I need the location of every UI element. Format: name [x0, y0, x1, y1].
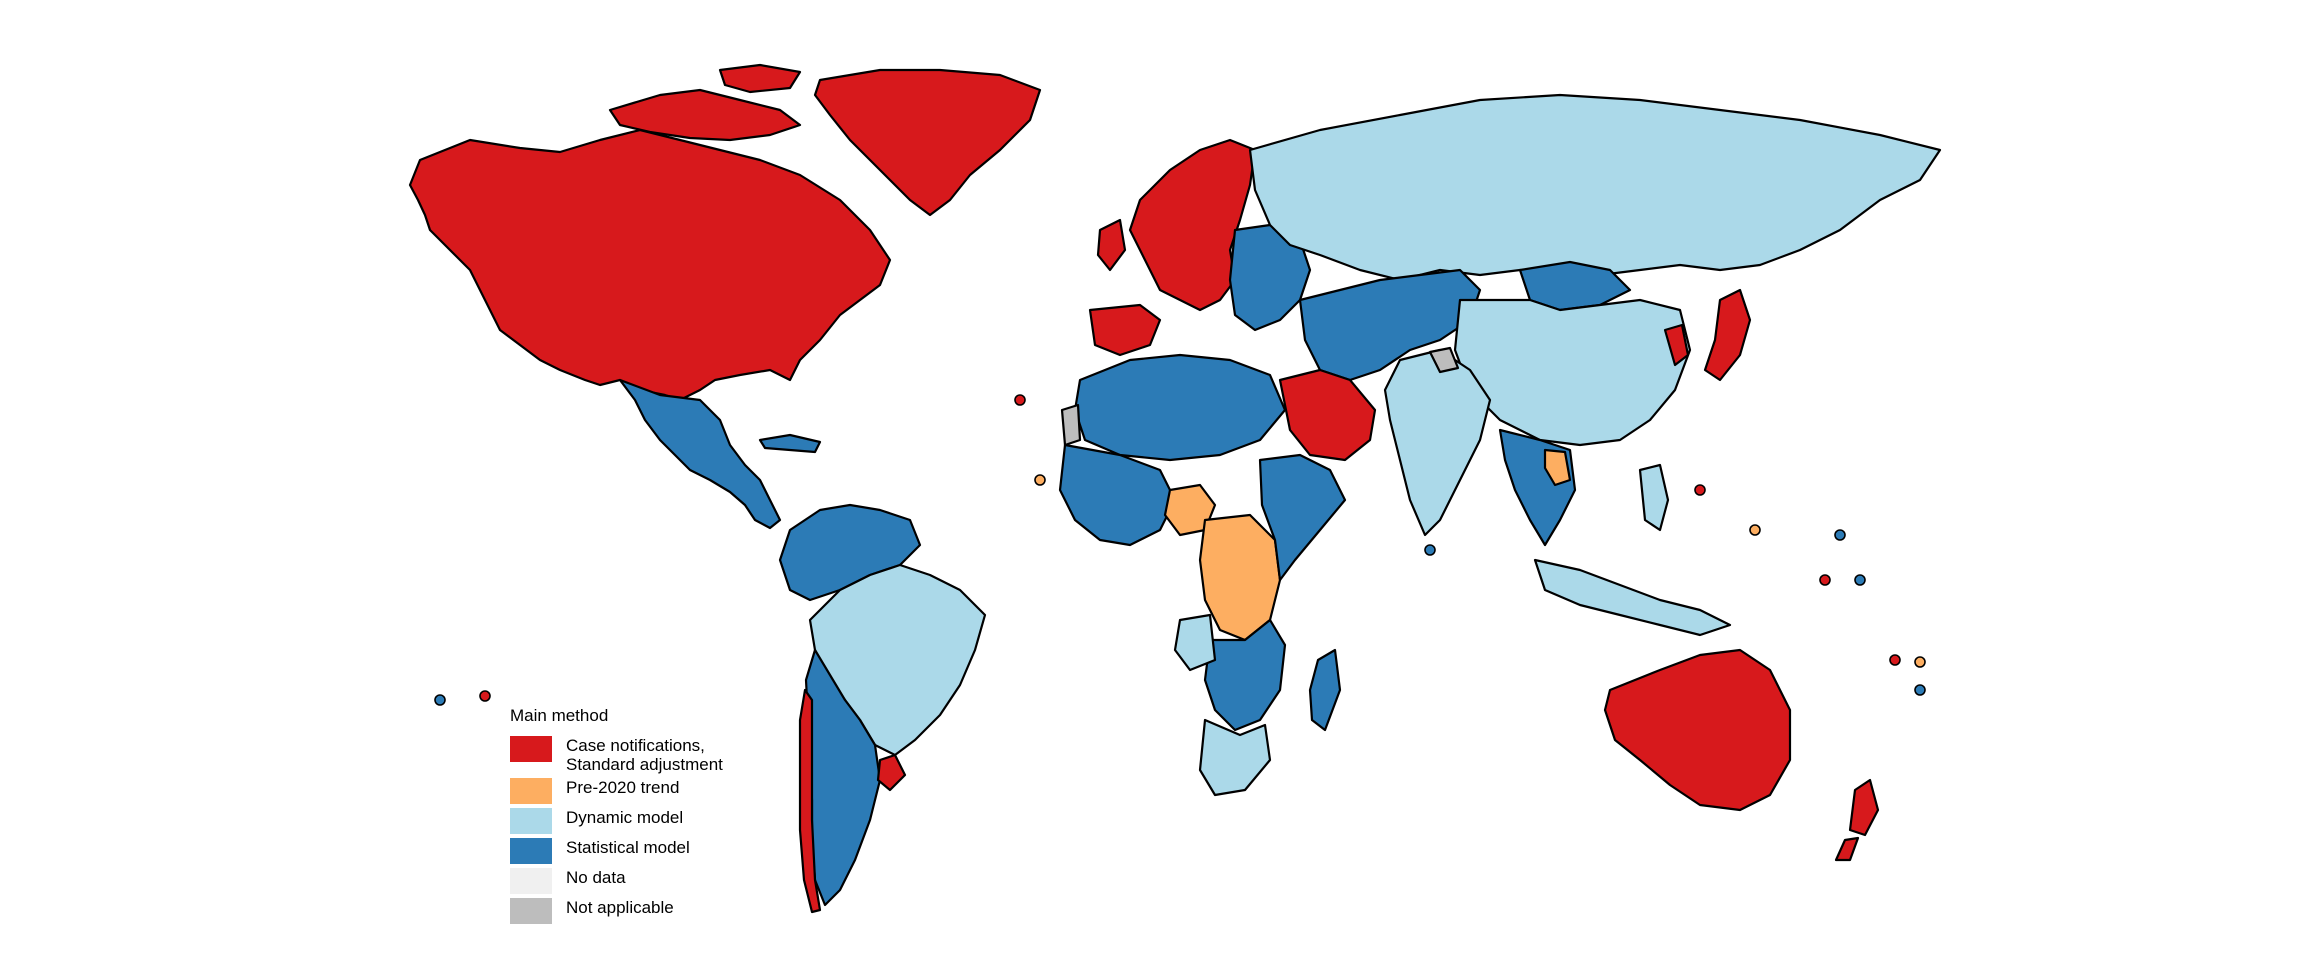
legend-item-na: Not applicable: [510, 898, 723, 924]
region-arctic-islands-2: [718, 63, 802, 94]
legend-label-line: Standard adjustment: [566, 755, 723, 774]
legend-item-nodata: No data: [510, 868, 723, 894]
legend-item-statistical: Statistical model: [510, 838, 723, 864]
legend-swatch: [510, 838, 552, 864]
region-arabian-peninsula: [1278, 368, 1377, 462]
legend-label-line: Pre-2020 trend: [566, 778, 680, 797]
region-philippines: [1638, 463, 1670, 532]
island-marker: [1424, 544, 1436, 556]
region-china: [1453, 298, 1692, 447]
region-western-sahara: [1060, 403, 1082, 447]
region-uruguay: [876, 753, 907, 792]
island-marker: [1889, 654, 1901, 666]
island-marker: [1694, 484, 1706, 496]
legend-swatch: [510, 808, 552, 834]
island-marker: [1014, 394, 1026, 406]
legend-item-dynamic: Dynamic model: [510, 808, 723, 834]
region-madagascar: [1308, 648, 1342, 732]
region-new-zealand: [1848, 778, 1880, 837]
legend: Main method Case notifications, Standard …: [510, 706, 723, 928]
region-kashmir: [1428, 346, 1460, 374]
region-laos: [1543, 448, 1572, 487]
legend-swatch: [510, 736, 552, 762]
legend-label: Not applicable: [566, 898, 674, 917]
region-east-africa: [1258, 453, 1347, 582]
legend-swatch: [510, 778, 552, 804]
legend-item-case: Case notifications, Standard adjustment: [510, 736, 723, 774]
legend-label-line: Statistical model: [566, 838, 690, 857]
region-greenland: [813, 68, 1042, 217]
legend-swatch: [510, 868, 552, 894]
region-iberia: [1088, 303, 1162, 357]
island-marker: [1819, 574, 1831, 586]
region-korea: [1663, 323, 1690, 367]
region-north-america: [408, 128, 892, 402]
island-marker: [479, 690, 491, 702]
region-south-africa: [1198, 718, 1272, 797]
region-west-africa: [1058, 443, 1177, 547]
region-north-africa: [1073, 353, 1287, 462]
legend-item-trend: Pre-2020 trend: [510, 778, 723, 804]
region-russia: [1248, 93, 1942, 282]
island-marker: [1914, 684, 1926, 696]
legend-label-line: No data: [566, 868, 626, 887]
region-uk: [1096, 218, 1127, 272]
region-australia: [1603, 648, 1792, 812]
legend-label-line: Case notifications,: [566, 736, 705, 755]
legend-label-line: Not applicable: [566, 898, 674, 917]
legend-swatch: [510, 898, 552, 924]
legend-label: Pre-2020 trend: [566, 778, 679, 797]
region-india: [1383, 348, 1492, 537]
island-marker: [1854, 574, 1866, 586]
legend-title: Main method: [510, 706, 609, 725]
region-japan: [1703, 288, 1752, 382]
legend-label: Dynamic model: [566, 808, 683, 827]
region-caribbean: [758, 433, 822, 454]
island-marker: [1034, 474, 1046, 486]
region-chile: [798, 688, 822, 914]
legend-label: No data: [566, 868, 626, 887]
legend-items: Case notifications, Standard adjustment Pr…: [510, 736, 723, 924]
region-mexico-central-america: [618, 378, 782, 530]
region-southeast-asia: [1498, 428, 1577, 547]
legend-label: Statistical model: [566, 838, 690, 857]
region-southern-africa: [1203, 618, 1287, 732]
region-indonesia: [1533, 558, 1732, 637]
region-arctic-islands: [608, 88, 802, 142]
island-marker: [1914, 656, 1926, 668]
legend-label: Case notifications, Standard adjustment: [566, 736, 723, 774]
island-marker: [434, 694, 446, 706]
region-new-zealand-2: [1834, 836, 1860, 862]
island-marker: [1834, 529, 1846, 541]
island-marker: [1749, 524, 1761, 536]
legend-label-line: Dynamic model: [566, 808, 684, 827]
region-angola: [1173, 613, 1217, 672]
